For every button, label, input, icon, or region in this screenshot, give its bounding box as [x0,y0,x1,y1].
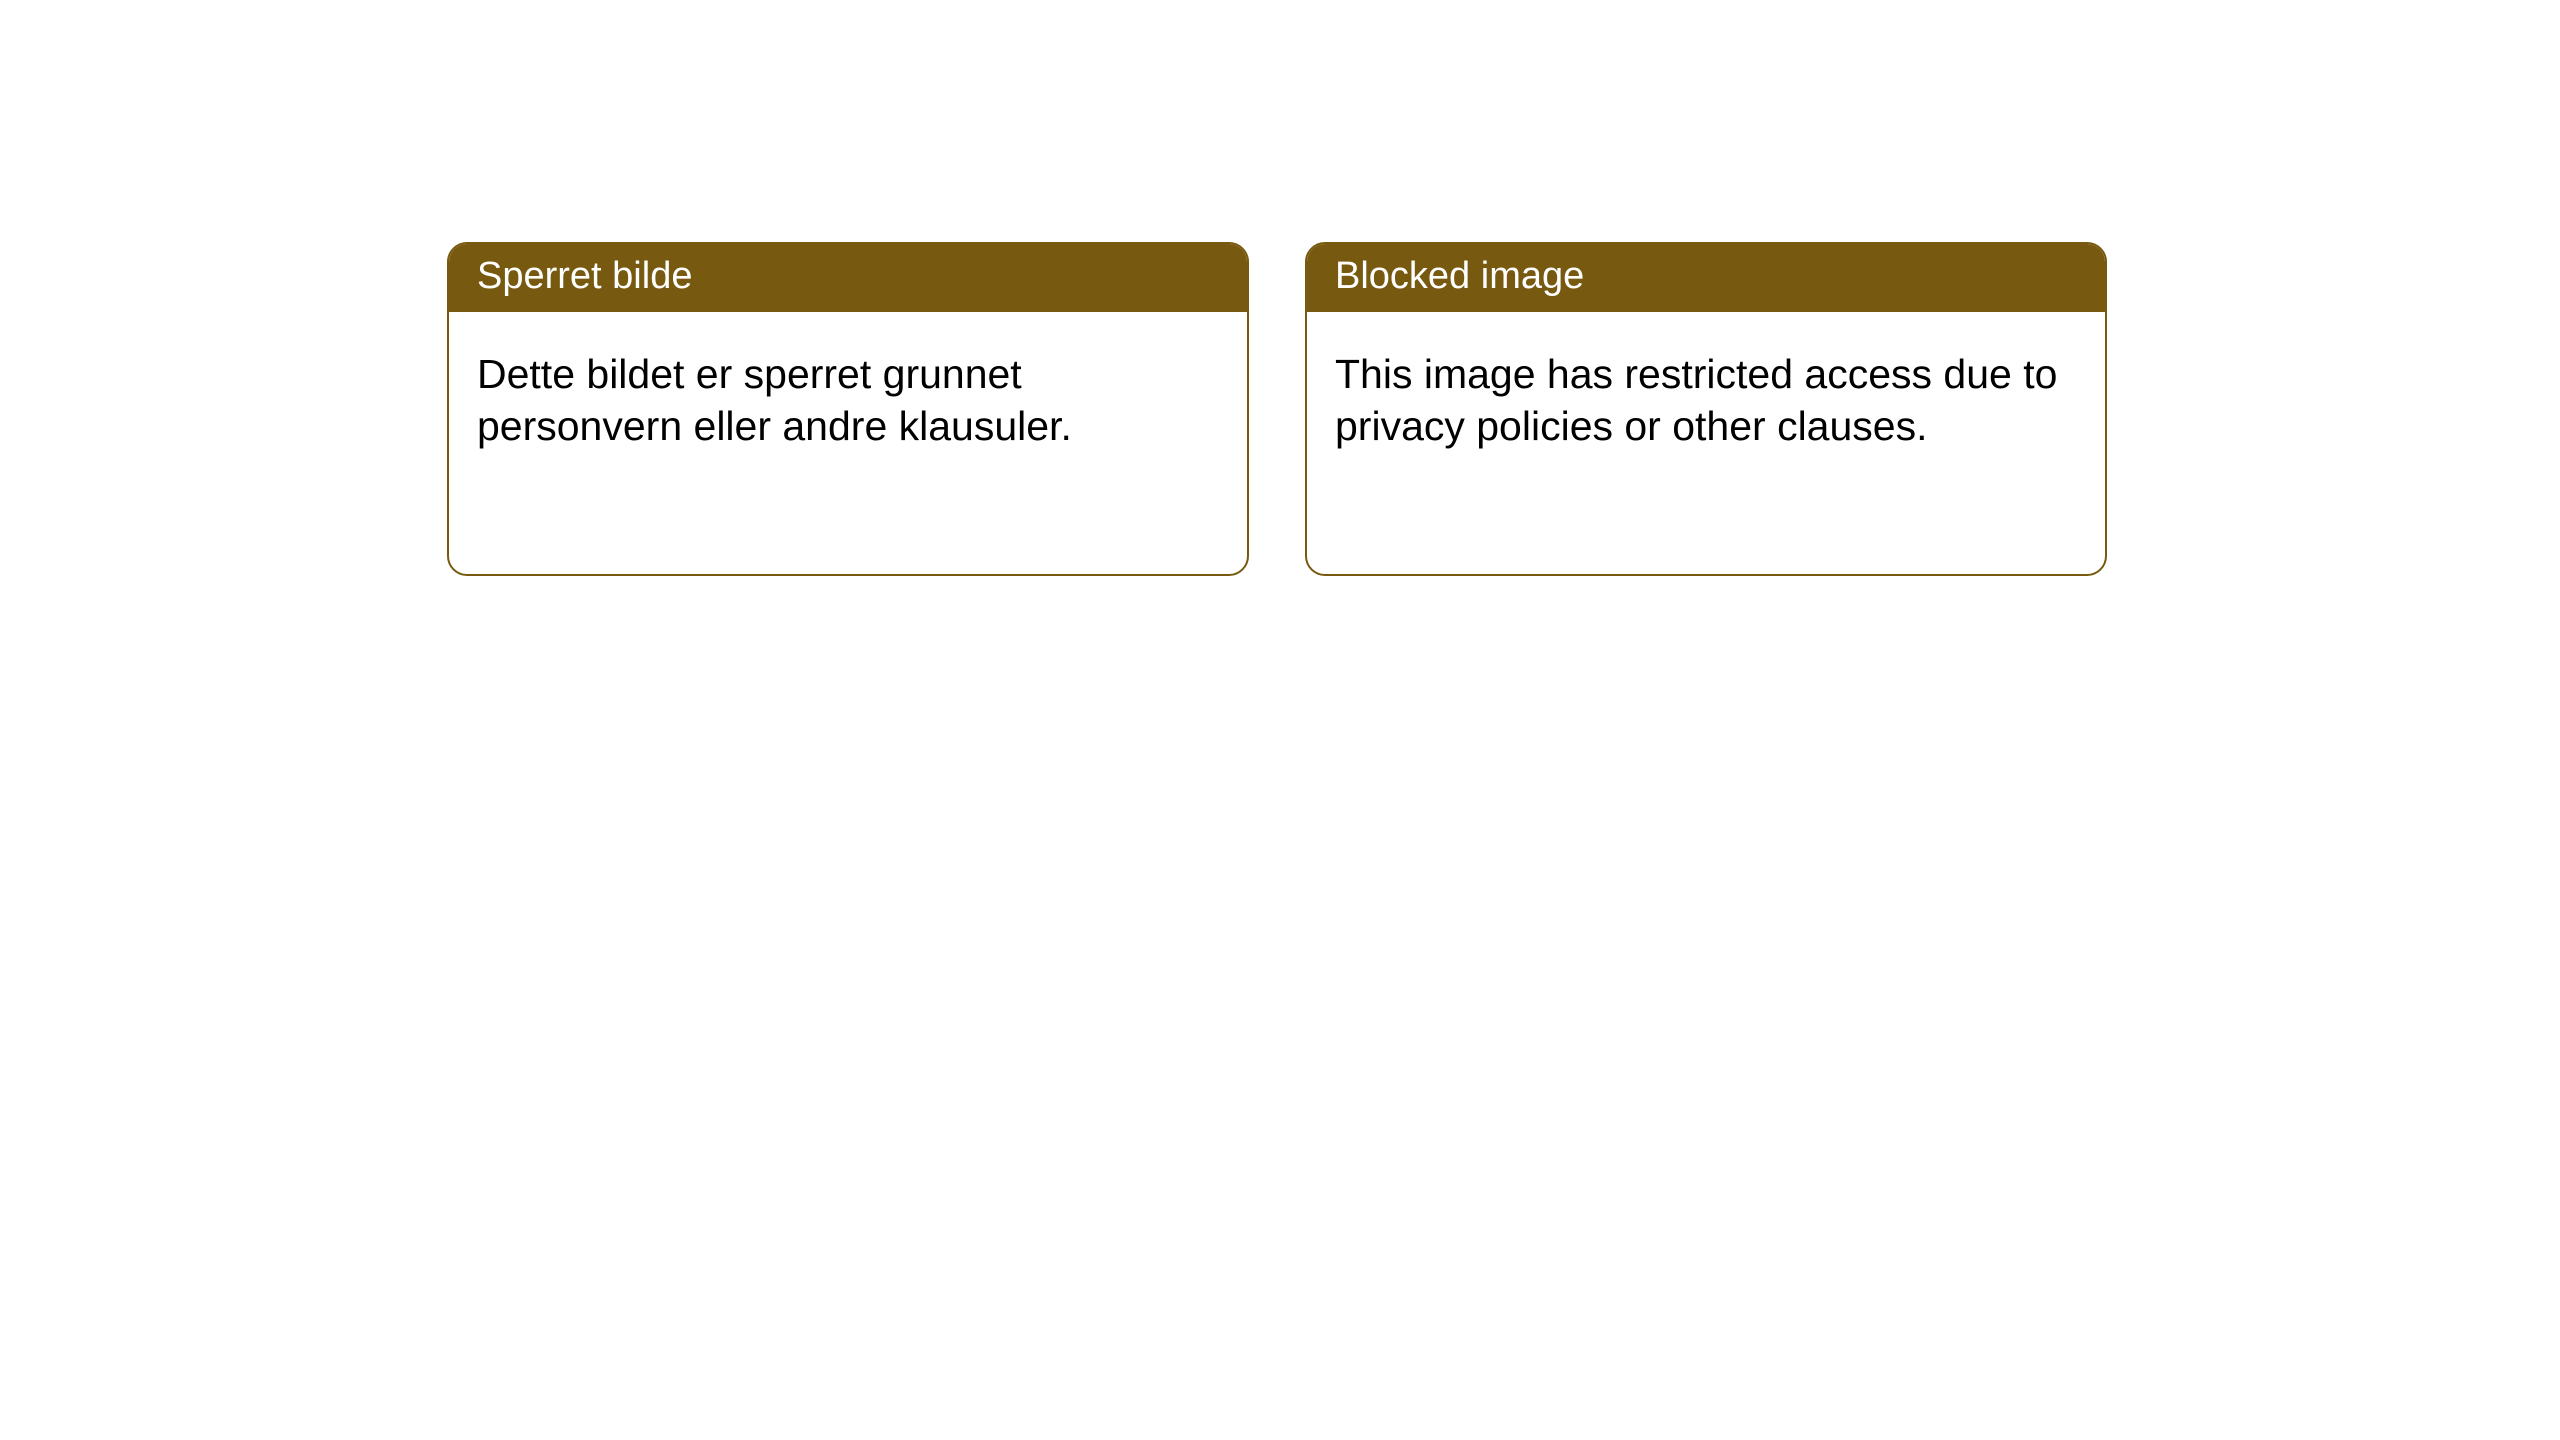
blocked-image-card-norwegian: Sperret bilde Dette bildet er sperret gr… [447,242,1249,576]
card-title: Sperret bilde [449,244,1247,312]
card-title: Blocked image [1307,244,2105,312]
blocked-image-card-english: Blocked image This image has restricted … [1305,242,2107,576]
card-body: This image has restricted access due to … [1307,312,2105,488]
cards-container: Sperret bilde Dette bildet er sperret gr… [0,0,2560,576]
card-body: Dette bildet er sperret grunnet personve… [449,312,1247,488]
